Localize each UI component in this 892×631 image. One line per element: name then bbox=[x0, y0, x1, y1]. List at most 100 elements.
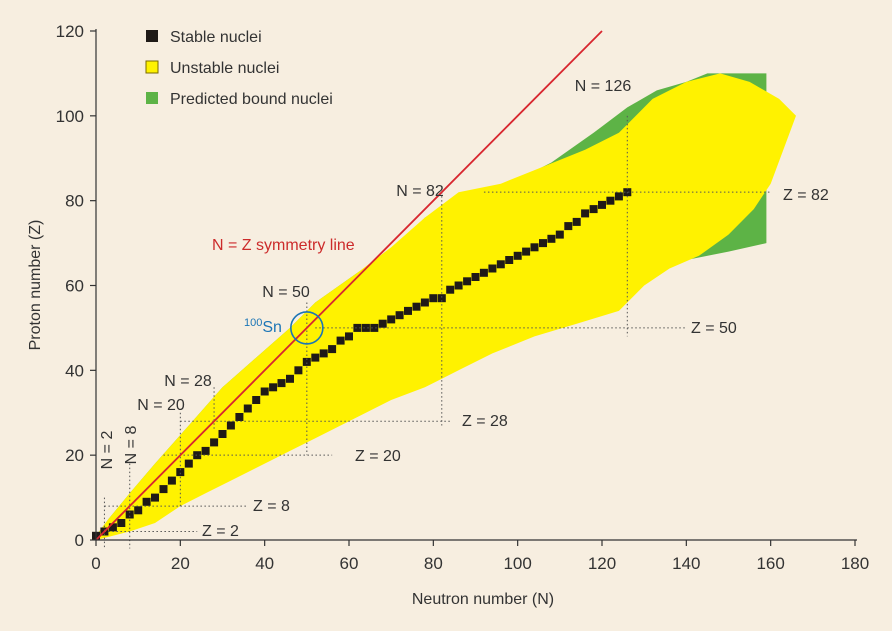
stable-nucleus-15 bbox=[218, 430, 227, 438]
magic-n-label-20: N = 20 bbox=[137, 397, 185, 414]
x-tick-label-0: 0 bbox=[91, 554, 100, 573]
stable-nucleus-41 bbox=[437, 294, 446, 303]
stable-nucleus-7 bbox=[151, 493, 159, 502]
x-tick-label-180: 180 bbox=[841, 554, 869, 573]
stable-nucleus-56 bbox=[564, 222, 573, 231]
magic-z-label-2: Z = 2 bbox=[202, 523, 239, 540]
stable-nucleus-28 bbox=[328, 345, 337, 354]
stable-nucleus-52 bbox=[530, 243, 539, 252]
x-axis-title: Neutron number (N) bbox=[412, 591, 554, 608]
stable-nucleus-14 bbox=[210, 438, 219, 447]
stable-nucleus-33 bbox=[370, 323, 379, 332]
magic-n-label-28: N = 28 bbox=[164, 373, 212, 390]
stable-nucleus-6 bbox=[142, 497, 151, 506]
stable-nucleus-10 bbox=[176, 468, 185, 477]
stable-nucleus-60 bbox=[598, 200, 606, 209]
stable-nucleus-9 bbox=[167, 476, 176, 485]
n-equals-z-label: N = Z symmetry line bbox=[212, 237, 355, 254]
stable-nucleus-29 bbox=[336, 336, 345, 345]
stable-nucleus-45 bbox=[471, 273, 480, 281]
stable-nucleus-31 bbox=[353, 323, 362, 332]
legend-swatch-predicted bbox=[146, 92, 158, 104]
stable-nucleus-3 bbox=[117, 519, 126, 527]
stable-nucleus-32 bbox=[361, 323, 370, 332]
x-tick-label-20: 20 bbox=[171, 554, 190, 573]
stable-nucleus-21 bbox=[269, 383, 278, 392]
stable-nucleus-16 bbox=[226, 421, 235, 430]
legend-swatch-unstable bbox=[145, 60, 159, 74]
x-tick-label-140: 140 bbox=[672, 554, 700, 573]
magic-n-label-82: N = 82 bbox=[396, 183, 444, 200]
magic-z-label-8: Z = 8 bbox=[253, 498, 290, 515]
stable-nucleus-25 bbox=[302, 357, 311, 366]
stable-nucleus-37 bbox=[404, 306, 412, 315]
y-tick-label-120: 120 bbox=[56, 22, 84, 41]
stable-nucleus-4 bbox=[125, 510, 134, 519]
stable-nucleus-51 bbox=[522, 247, 531, 256]
stable-nucleus-46 bbox=[479, 268, 488, 277]
stable-nucleus-2 bbox=[108, 523, 117, 532]
stable-nucleus-53 bbox=[539, 239, 547, 248]
stable-nucleus-30 bbox=[345, 332, 353, 341]
sn100-symbol: Sn bbox=[262, 319, 282, 336]
y-tick-label-100: 100 bbox=[56, 107, 84, 126]
x-tick-label-80: 80 bbox=[424, 554, 443, 573]
stable-nucleus-62 bbox=[614, 192, 623, 201]
y-tick-label-0: 0 bbox=[75, 531, 84, 550]
magic-n-label-2: N = 2 bbox=[99, 431, 116, 470]
stable-nucleus-50 bbox=[513, 251, 522, 260]
y-axis-title: Proton number (Z) bbox=[27, 220, 44, 351]
stable-nucleus-36 bbox=[395, 311, 404, 320]
stable-nucleus-18 bbox=[243, 404, 252, 413]
stable-nucleus-12 bbox=[193, 451, 202, 460]
stable-nucleus-44 bbox=[463, 277, 472, 286]
legend-label-unstable: Unstable nuclei bbox=[170, 60, 279, 77]
y-tick-label-20: 20 bbox=[65, 446, 84, 465]
legend-swatch-stable bbox=[146, 30, 158, 42]
stable-nucleus-61 bbox=[606, 196, 615, 205]
stable-nucleus-22 bbox=[277, 379, 286, 388]
stable-nucleus-8 bbox=[159, 485, 168, 494]
legend: Stable nuclei Unstable nuclei Predicted … bbox=[145, 29, 333, 108]
magic-n-label-50: N = 50 bbox=[262, 284, 310, 301]
stable-nucleus-20 bbox=[260, 387, 269, 396]
stable-nucleus-57 bbox=[572, 217, 581, 226]
axes-layer: 0 20 40 60 80 100 120 140 160 180 0 20 40 60 80 100 120 bbox=[56, 22, 870, 573]
stable-nucleus-43 bbox=[454, 281, 463, 290]
stable-nucleus-11 bbox=[184, 459, 193, 468]
magic-z-label-28: Z = 28 bbox=[462, 413, 508, 430]
stable-nucleus-49 bbox=[505, 256, 514, 264]
stable-nucleus-19 bbox=[252, 396, 261, 404]
sn100-circle bbox=[290, 311, 324, 345]
magic-n-label-8: N = 8 bbox=[123, 426, 140, 465]
stable-nucleus-24 bbox=[294, 366, 303, 375]
stable-nucleus-39 bbox=[420, 298, 429, 307]
stable-nucleus-54 bbox=[547, 234, 556, 243]
stable-nucleus-59 bbox=[589, 205, 598, 214]
stable-nucleus-55 bbox=[555, 230, 564, 239]
stable-nucleus-48 bbox=[496, 260, 505, 269]
x-tick-label-160: 160 bbox=[756, 554, 784, 573]
x-tick-label-60: 60 bbox=[340, 554, 359, 573]
stable-nucleus-5 bbox=[134, 506, 143, 515]
y-tick-label-60: 60 bbox=[65, 277, 84, 296]
x-tick-label-100: 100 bbox=[503, 554, 531, 573]
n-equals-z-line bbox=[95, 30, 603, 541]
magic-z-label-82: Z = 82 bbox=[783, 187, 829, 204]
x-tick-label-40: 40 bbox=[255, 554, 274, 573]
stable-nucleus-58 bbox=[581, 209, 590, 218]
x-tick-label-120: 120 bbox=[588, 554, 616, 573]
stable-nucleus-38 bbox=[412, 302, 421, 311]
sn100-mass-number: 100 bbox=[244, 317, 262, 329]
magic-n-label-126: N = 126 bbox=[575, 78, 632, 95]
stable-nucleus-17 bbox=[235, 413, 244, 421]
y-tick-label-80: 80 bbox=[65, 192, 84, 211]
unstable-region bbox=[96, 73, 796, 541]
magic-z-label-20: Z = 20 bbox=[355, 448, 401, 465]
sn100-label: 100Sn bbox=[244, 317, 282, 336]
y-tick-label-40: 40 bbox=[65, 361, 84, 380]
stable-nucleus-40 bbox=[429, 294, 438, 303]
stable-nucleus-23 bbox=[286, 374, 294, 383]
legend-label-predicted: Predicted bound nuclei bbox=[170, 91, 333, 108]
